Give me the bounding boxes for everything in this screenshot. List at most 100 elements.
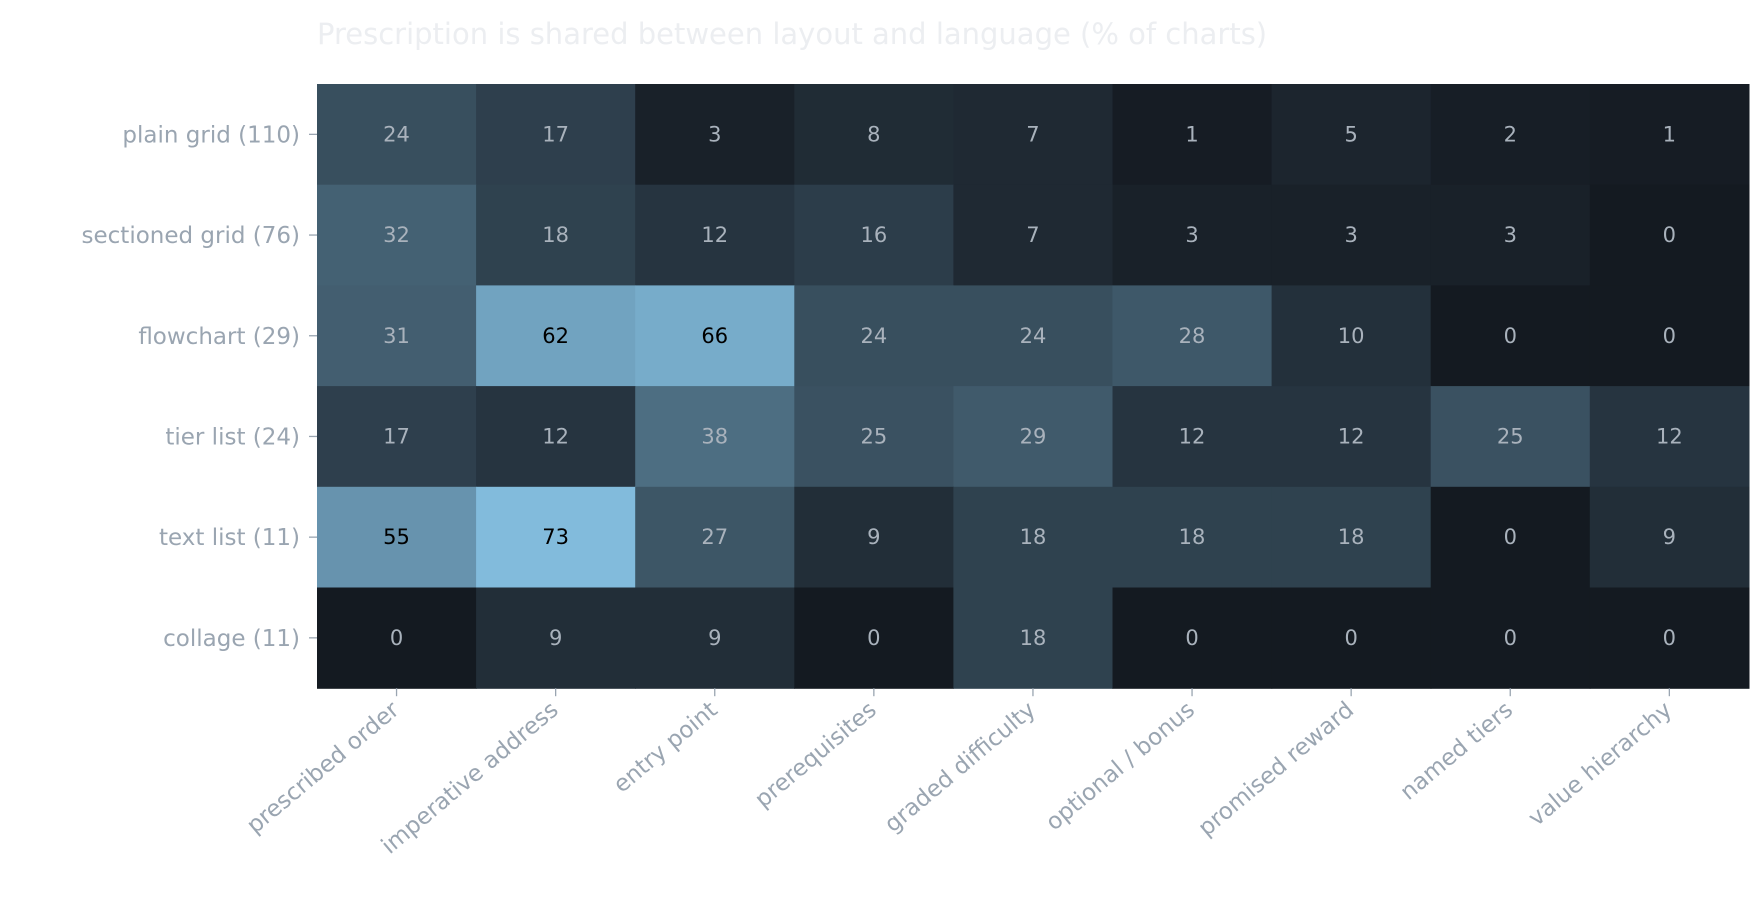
column-label: entry point — [609, 697, 723, 798]
heatmap-cell — [1589, 386, 1750, 488]
column-label: promised reward — [1194, 697, 1359, 842]
cell-value-label: 9 — [549, 626, 562, 650]
chart-title: Prescription is shared between layout an… — [317, 17, 1267, 51]
heatmap-cell — [635, 84, 795, 186]
cell-value-label: 29 — [1020, 424, 1047, 448]
cell-value-label: 18 — [542, 223, 569, 247]
cell-value-label: 24 — [1020, 324, 1047, 348]
row-label: text list (11) — [159, 525, 300, 551]
heatmap-cell — [1589, 587, 1750, 689]
cell-value-label: 62 — [542, 324, 569, 348]
row-label: plain grid (110) — [122, 122, 300, 148]
heatmap-cell — [953, 285, 1114, 387]
heatmap-cell — [476, 486, 636, 589]
cell-value-label: 2 — [1504, 122, 1517, 146]
cell-value-label: 12 — [1179, 424, 1206, 448]
heatmap-cell — [317, 184, 477, 286]
heatmap-cell — [476, 84, 636, 186]
heatmap-cell — [317, 285, 477, 387]
heatmap-cell — [794, 184, 954, 286]
heatmap-cell — [953, 386, 1114, 488]
cell-value-label: 1 — [1185, 122, 1198, 146]
cell-value-label: 73 — [542, 525, 569, 549]
heatmap-cell — [1271, 386, 1432, 488]
heatmap-cell — [953, 84, 1114, 186]
cell-value-label: 24 — [383, 122, 410, 146]
column-label: named tiers — [1396, 697, 1519, 806]
cell-value-label: 24 — [860, 324, 887, 348]
cell-value-label: 0 — [1504, 324, 1517, 348]
row-label: collage (11) — [163, 626, 300, 652]
heatmap-cell — [476, 285, 636, 387]
heatmap-cell — [317, 486, 477, 589]
row-label: flowchart (29) — [138, 324, 300, 350]
cell-value-label: 3 — [1504, 223, 1517, 247]
heatmap-cell — [953, 486, 1114, 589]
cell-value-label: 3 — [1185, 223, 1198, 247]
cell-value-label: 16 — [860, 223, 887, 247]
heatmap-cell — [1271, 184, 1432, 286]
heatmap-cell — [953, 184, 1114, 286]
cell-value-label: 0 — [1504, 626, 1517, 650]
row-labels: plain grid (110) sectioned grid (76) flowc… — [82, 122, 317, 652]
heatmap-cell — [1589, 84, 1750, 186]
cell-value-label: 12 — [701, 223, 728, 247]
heatmap-cell — [1271, 486, 1432, 589]
cell-value-label: 0 — [867, 626, 880, 650]
cell-value-label: 32 — [383, 223, 410, 247]
cell-value-label: 18 — [1179, 525, 1206, 549]
heatmap-cell — [1271, 285, 1432, 387]
heatmap-cell — [476, 587, 636, 689]
heatmap-cell — [1112, 587, 1273, 689]
heatmap-cell — [1271, 587, 1432, 689]
heatmap-cell — [1430, 285, 1591, 387]
cell-value-label: 5 — [1344, 122, 1357, 146]
heatmap-cell — [794, 587, 954, 689]
heatmap-cells — [317, 84, 1750, 689]
heatmap-cell — [1430, 184, 1591, 286]
heatmap-cell — [1430, 587, 1591, 689]
cell-value-label: 55 — [383, 525, 410, 549]
cell-value-label: 0 — [1663, 223, 1676, 247]
cell-value-label: 12 — [1656, 424, 1683, 448]
heatmap-cell — [1430, 386, 1591, 488]
cell-value-label: 8 — [867, 122, 880, 146]
cell-value-label: 0 — [390, 626, 403, 650]
heatmap-cell — [794, 486, 954, 589]
heatmap-cell — [635, 386, 795, 488]
cell-value-label: 17 — [383, 424, 410, 448]
cell-value-label: 0 — [1344, 626, 1357, 650]
cell-value-label: 9 — [708, 626, 721, 650]
heatmap-cell — [1112, 285, 1273, 387]
heatmap-cell — [635, 184, 795, 286]
cell-value-label: 3 — [708, 122, 721, 146]
cell-value-label: 3 — [1344, 223, 1357, 247]
heatmap-cell — [476, 386, 636, 488]
heatmap-cell — [1589, 486, 1750, 589]
heatmap-cell — [1112, 84, 1273, 186]
heatmap-cell — [317, 587, 477, 689]
cell-value-label: 28 — [1179, 324, 1206, 348]
cell-value-label: 1 — [1663, 122, 1676, 146]
cell-value-label: 18 — [1020, 626, 1047, 650]
heatmap-cell — [1271, 84, 1432, 186]
heatmap-cell — [1430, 486, 1591, 589]
row-label: sectioned grid (76) — [82, 223, 300, 249]
heatmap-cell — [1430, 84, 1591, 186]
cell-value-label: 12 — [542, 424, 569, 448]
cell-value-label: 0 — [1663, 626, 1676, 650]
heatmap-cell — [794, 84, 954, 186]
heatmap-cell — [794, 285, 954, 387]
cell-value-label: 38 — [701, 424, 728, 448]
heatmap-cell — [1112, 184, 1273, 286]
heatmap-cell — [317, 386, 477, 488]
heatmap-cell — [317, 84, 477, 186]
cell-value-labels: 24 17 3 8 7 1 5 2 132 18 12 16 7 3 3 3 031 62 66 24 24 28 10 0 0… — [383, 122, 1683, 650]
row-label: tier list (24) — [165, 424, 300, 450]
heatmap-cell — [635, 587, 795, 689]
cell-value-label: 18 — [1338, 525, 1365, 549]
cell-value-label: 9 — [1663, 525, 1676, 549]
column-label: prerequisites — [750, 697, 882, 813]
cell-value-label: 0 — [1185, 626, 1198, 650]
